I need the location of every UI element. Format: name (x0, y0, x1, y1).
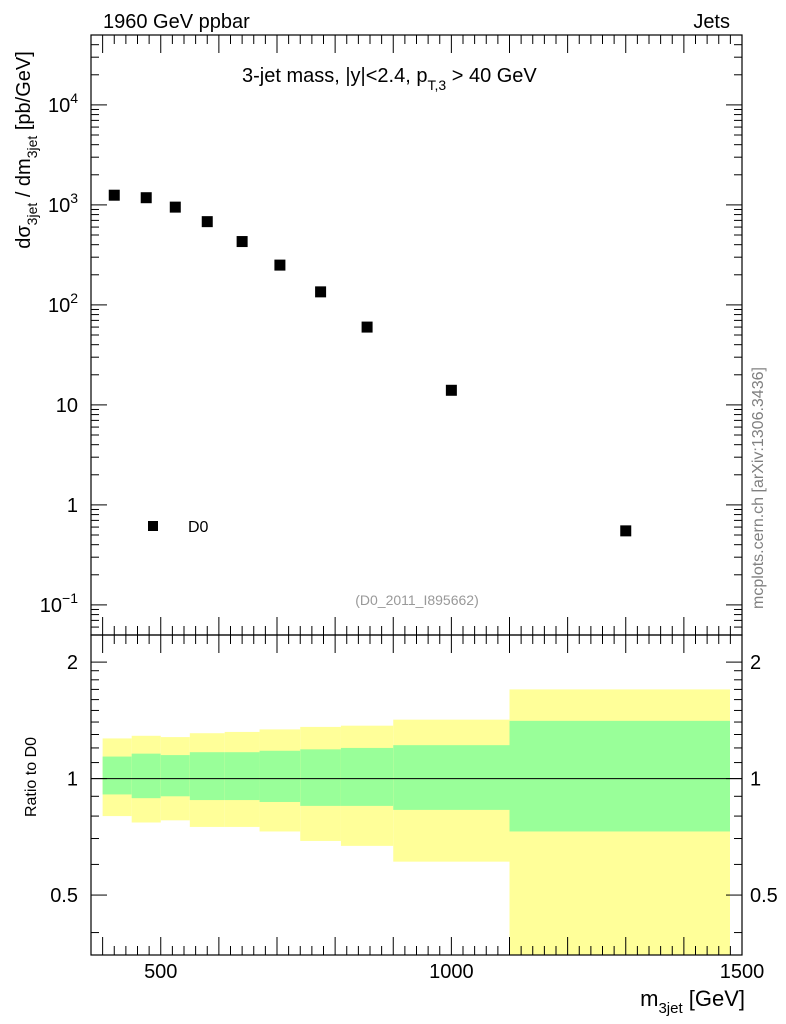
x-tick-label: 1000 (429, 961, 474, 983)
data-point (169, 201, 181, 213)
stat-band-bin (131, 753, 161, 799)
y-axis-label-lower: Ratio to D0 (23, 737, 40, 817)
header-right: Jets (693, 11, 730, 33)
data-point (620, 525, 632, 537)
y-tick-label-upper: 103 (48, 190, 78, 217)
y-tick-label-upper: 1 (67, 495, 78, 517)
stat-band-bin (189, 752, 225, 801)
data-point (445, 384, 457, 396)
x-tick-label: 1500 (720, 961, 765, 983)
y-tick-label-lower: 2 (67, 652, 78, 674)
data-point (274, 259, 286, 271)
plot-title-sub: T,3 (427, 77, 446, 93)
analysis-id: (D0_2011_I895662) (355, 592, 479, 608)
data-point (236, 236, 248, 248)
y-axis-label-upper: dσ3jet / dm3jet [pb/GeV] (13, 51, 40, 249)
y-tick-label-upper: 10−1 (40, 590, 78, 617)
data-point (140, 192, 152, 204)
data-point (108, 189, 120, 201)
data-point (201, 216, 213, 228)
watermark: mcplots.cern.ch [arXiv:1306.3436] (750, 367, 767, 609)
legend-marker (148, 521, 158, 531)
stat-band-bin (160, 755, 190, 797)
y-tick-label-lower: 1 (67, 769, 78, 791)
upper-panel-axes: 10−1 1 10 102 103 104 (40, 34, 743, 636)
stat-band-bin (102, 756, 132, 795)
data-point (361, 321, 373, 333)
y-tick-label-upper: 104 (48, 90, 78, 117)
x-axis-label: m3jet [GeV] (640, 986, 745, 1017)
upper-frame (90, 34, 743, 636)
stat-band-bin (340, 747, 394, 806)
stat-band-bin (224, 752, 260, 801)
y-tick-label-upper: 10 (56, 395, 78, 417)
uncertainty-bands (102, 689, 730, 955)
y-tick-label-lower-right: 0.5 (750, 885, 778, 907)
plot-title-suffix: > 40 GeV (446, 65, 537, 87)
lower-panel-axes: 500 1000 1500 0.5 0.5 1 1 2 2 (50, 634, 778, 983)
y-tick-label-lower-right: 2 (750, 652, 761, 674)
x-tick-label: 500 (144, 961, 177, 983)
header-left: 1960 GeV ppbar (103, 11, 250, 33)
y-tick-label-lower-right: 1 (750, 769, 761, 791)
stat-band-bin (393, 745, 510, 810)
data-point (315, 286, 327, 298)
legend-label: D0 (188, 519, 209, 536)
plot-title: 3-jet mass, |y|<2.4, pT,3 > 40 GeV (242, 65, 537, 93)
plot-title-main: 3-jet mass, |y|<2.4, p (242, 65, 427, 87)
stat-band-bin (509, 720, 730, 832)
stat-band-bin (259, 750, 301, 802)
y-tick-label-lower: 0.5 (50, 885, 78, 907)
y-tick-label-upper: 102 (48, 290, 78, 317)
stat-band-bin (300, 749, 341, 806)
data-points (108, 189, 632, 537)
